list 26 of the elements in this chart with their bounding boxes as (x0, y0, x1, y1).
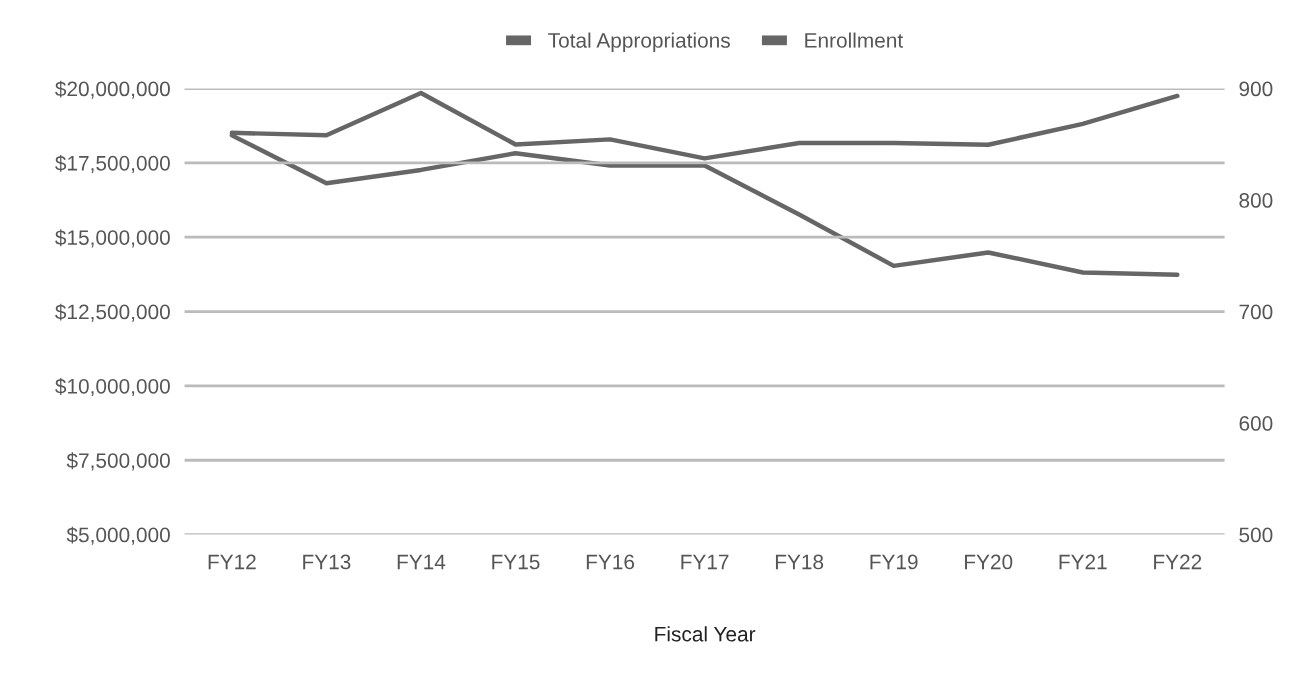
y-tick-label: $12,500,000 (55, 303, 170, 322)
y2-tick-label: 800 (1239, 193, 1273, 208)
x-tick-label: FY19 (870, 554, 918, 570)
x-tick-label: FY16 (586, 554, 635, 570)
y-tick-label: $7,500,000 (66, 452, 170, 471)
x-tick-label: FY18 (775, 554, 824, 570)
y2-tick-label: 500 (1239, 527, 1273, 543)
x-tick-label: FY20 (965, 554, 1013, 570)
x-tick-label: FY15 (492, 554, 540, 570)
x-tick-label: FY21 (1059, 554, 1107, 570)
legend-label: Enrollment (805, 32, 904, 48)
x-tick-label: FY14 (397, 554, 446, 570)
x-tick-label: FY12 (208, 554, 256, 570)
y2-tick-label: 900 (1239, 81, 1273, 97)
legend-label: Total Appropriations (548, 32, 730, 52)
y-tick-label: $10,000,000 (55, 378, 170, 397)
y-tick-label: $20,000,000 (55, 80, 170, 99)
x-tick-label: FY17 (681, 554, 729, 570)
y-tick-label: $5,000,000 (66, 526, 170, 545)
y2-tick-label: 600 (1239, 416, 1273, 431)
x-tick-label: FY13 (303, 554, 351, 570)
y-tick-label: $15,000,000 (55, 229, 170, 248)
x-tick-label: FY22 (1154, 554, 1202, 570)
y2-tick-label: 700 (1239, 304, 1273, 320)
y-tick-label: $17,500,000 (55, 155, 170, 174)
x-axis-title: Fiscal Year (655, 626, 756, 642)
